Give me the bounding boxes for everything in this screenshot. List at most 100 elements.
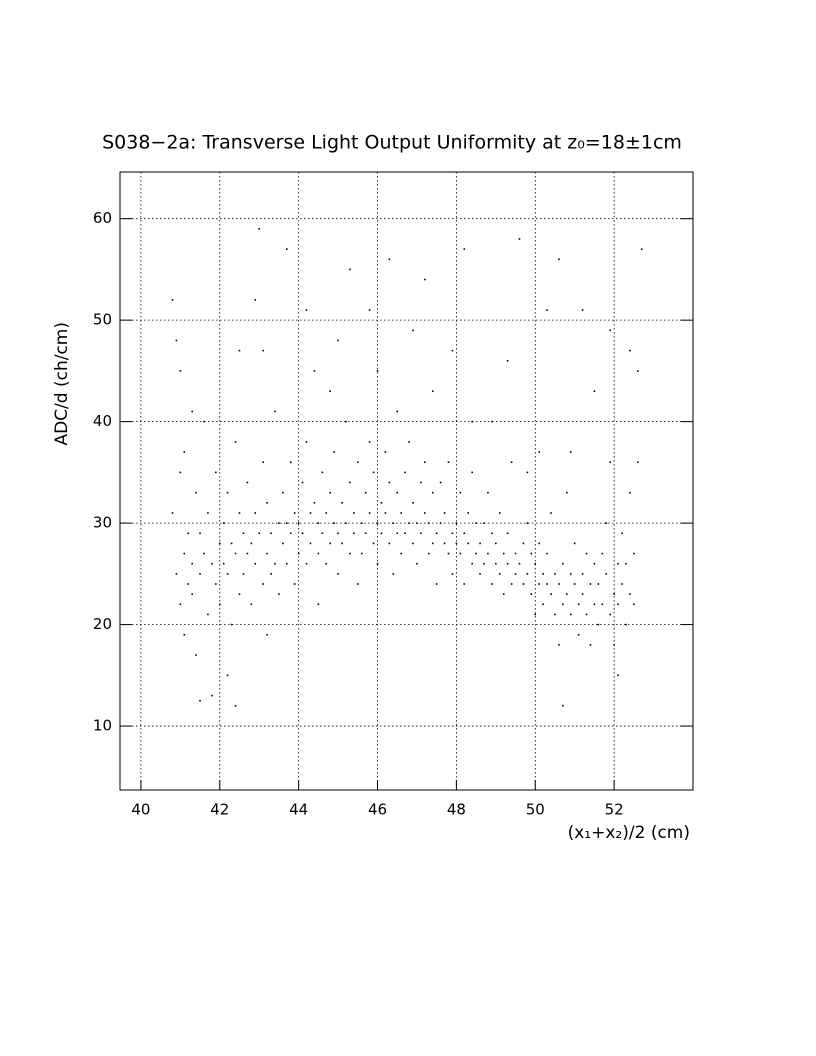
point [293,512,296,514]
point [183,552,186,555]
point [301,481,304,484]
point [254,562,257,565]
point [451,349,454,352]
point [364,491,367,494]
point [506,359,509,362]
point [226,674,229,677]
point [353,512,355,514]
point [250,542,253,545]
point [491,532,493,535]
point [467,542,470,545]
point [633,603,635,606]
point [353,532,355,535]
point [289,532,292,535]
point [195,491,197,494]
point [270,573,272,575]
point [195,654,197,656]
point [605,522,608,524]
point [341,502,343,504]
point [396,410,399,413]
point [613,593,615,595]
point [175,339,178,342]
point [274,410,276,413]
point [518,238,521,240]
point [558,258,560,261]
point [329,390,331,392]
point [325,562,328,565]
point [207,613,209,616]
point [522,542,525,545]
point [514,573,517,575]
x-tick-label: 52 [605,801,624,819]
point [408,522,410,524]
point [424,461,426,464]
point [262,583,264,585]
point [459,491,462,494]
point [380,532,383,535]
point [317,552,320,555]
point [601,552,604,555]
point [274,562,276,565]
point [384,451,387,453]
point [400,512,402,514]
point [526,471,529,474]
point [471,562,473,565]
point [191,593,193,595]
y-tick-label: 60 [93,209,112,227]
point [518,562,521,565]
point [498,573,501,575]
point [495,562,497,565]
point [408,441,410,443]
point [309,542,312,545]
x-tick-label: 42 [210,801,229,819]
point [420,532,422,535]
point [396,532,399,535]
point [360,522,363,524]
point [333,522,335,524]
point [356,461,359,464]
point [388,481,391,484]
point [384,512,387,514]
point [558,644,560,646]
point [609,329,611,332]
point [349,268,351,271]
point [435,532,438,535]
point [234,552,237,555]
point [286,248,288,250]
point [416,562,418,565]
point [550,593,552,595]
point [179,471,182,474]
point [455,542,458,545]
x-tick-label: 40 [131,801,150,819]
point [534,562,537,565]
point [597,623,600,626]
y-axis-label: ADC/d (ch/cm) [52,322,72,446]
point [629,593,631,595]
point [226,573,229,575]
point [597,583,600,585]
point [321,471,324,474]
point [629,491,631,494]
point [625,562,627,565]
point [400,552,402,555]
point [211,694,213,697]
point [218,603,221,606]
point [313,502,316,504]
point [380,502,383,504]
x-tick-label: 44 [289,801,308,819]
point [376,522,379,524]
point [301,532,304,535]
point [569,451,572,453]
point [562,603,564,606]
point [526,573,529,575]
point [404,471,406,474]
point [305,562,308,565]
point [506,532,509,535]
point [230,542,233,545]
point [542,573,544,575]
point [495,542,497,545]
point [270,532,272,535]
point [337,339,339,342]
point [416,522,418,524]
point [613,644,615,646]
